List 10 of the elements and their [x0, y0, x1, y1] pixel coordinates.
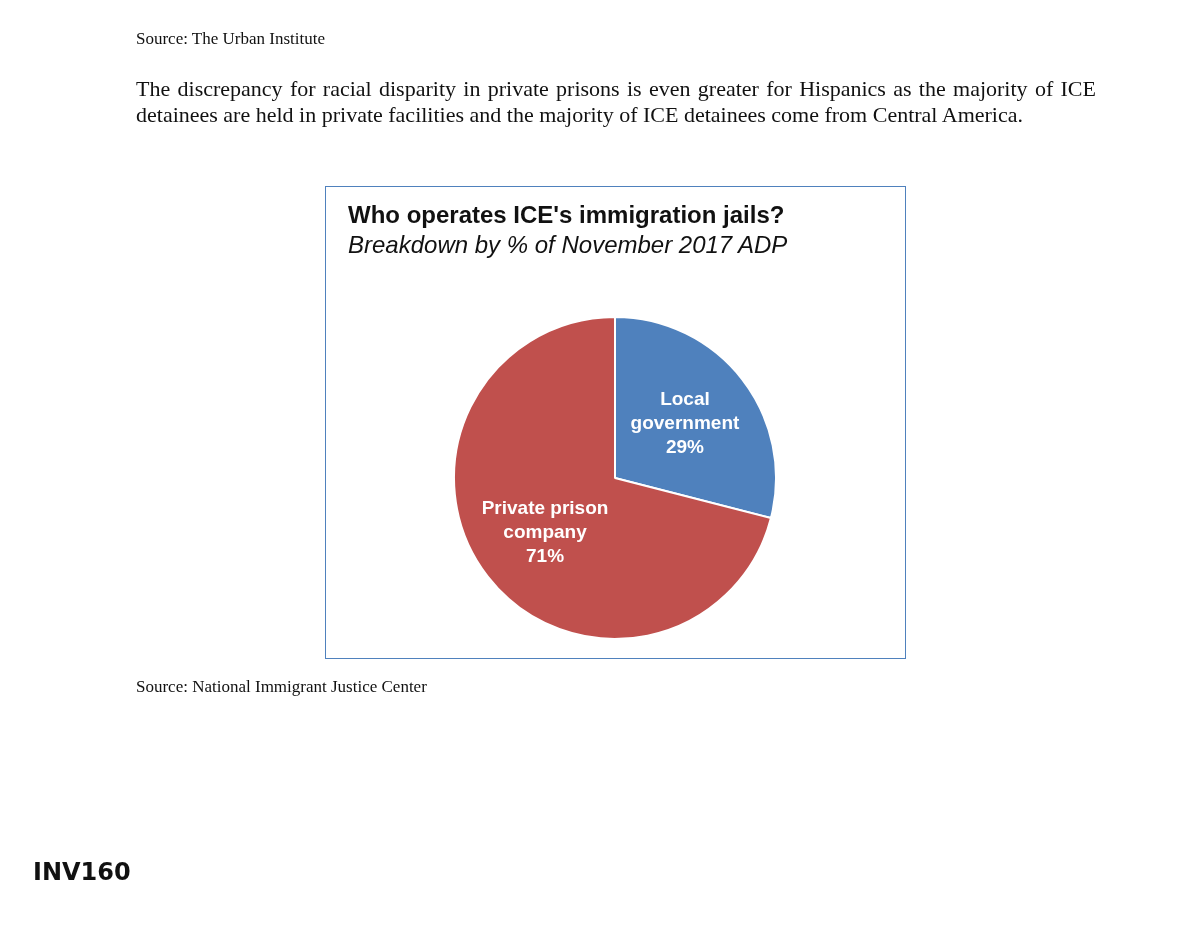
- slice-label: Private prison company: [481, 496, 609, 542]
- chart-title: Who operates ICE's immigration jails?: [348, 201, 785, 229]
- source-note: Source: National Immigrant Justice Center: [136, 677, 427, 697]
- data-label: 71%: [526, 544, 565, 566]
- text: The discrepancy for racial disparity in private prisons is even greater for Hispanics as the majority of ICE detainees are held in private facilities and the majority of ICE detainees come from Central America.: [136, 76, 1096, 128]
- source-note: Source: The Urban Institute: [136, 29, 326, 49]
- data-label: 29%: [665, 435, 705, 457]
- slice-label: Local government: [630, 387, 741, 433]
- text: INV160: [33, 858, 131, 886]
- chart-subtitle: Breakdown by % of November 2017 ADP: [348, 231, 788, 259]
